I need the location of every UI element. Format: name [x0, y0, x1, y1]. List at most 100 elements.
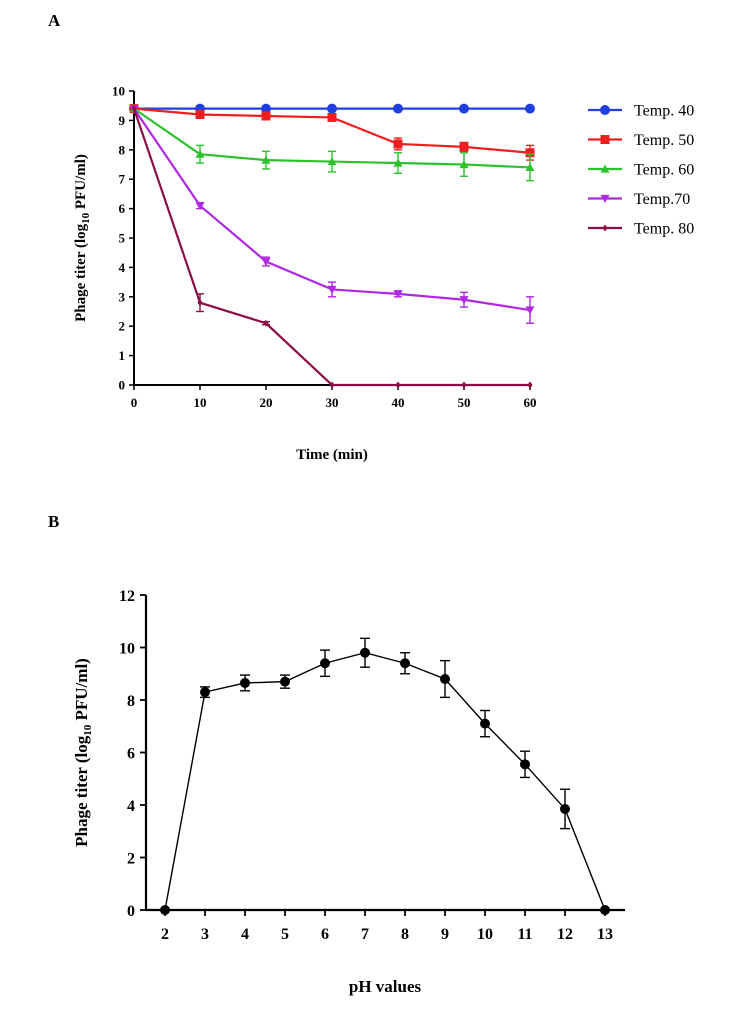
legend-item: Temp.70 [588, 191, 690, 208]
y-tick-label: 5 [119, 231, 126, 246]
legend-marker [600, 164, 610, 173]
data-point [520, 759, 530, 770]
legend-marker [600, 135, 610, 144]
x-tick-label: 50 [458, 395, 471, 410]
y-axis-title-unit: PFU/ml) [73, 154, 89, 213]
data-point [131, 105, 137, 113]
x-tick-label: 60 [524, 395, 537, 410]
legend-label: Temp.70 [634, 191, 690, 208]
series-temp-60 [129, 104, 535, 182]
legend-label: Temp. 80 [634, 221, 694, 238]
y-axis-title-subscript: 10 [80, 212, 92, 224]
x-tick-label: 40 [392, 395, 405, 410]
y-tick-label: 4 [119, 260, 126, 275]
y-tick-label: 10 [119, 641, 135, 658]
x-tick-label: 7 [361, 926, 369, 943]
data-point [393, 158, 403, 167]
data-point [461, 381, 467, 389]
legend-item: Temp. 40 [588, 103, 694, 120]
data-point [459, 142, 469, 152]
y-axis-title-text: Phage titer (log [72, 735, 91, 847]
data-point [280, 676, 290, 687]
legend-label: Temp. 40 [634, 103, 694, 120]
data-point [197, 299, 203, 307]
data-point [195, 110, 205, 120]
y-tick-label: 0 [127, 903, 135, 920]
data-point [459, 296, 469, 305]
x-tick-label: 8 [401, 926, 409, 943]
y-axis-title-subscript: 10 [82, 724, 94, 736]
data-point [400, 658, 410, 669]
legend-marker [600, 105, 610, 115]
data-point [395, 381, 401, 389]
data-point [261, 111, 271, 121]
series-ph-stability [160, 637, 610, 915]
y-tick-label: 7 [119, 172, 126, 187]
y-tick-label: 2 [119, 319, 126, 334]
y-tick-label: 1 [119, 348, 126, 363]
x-tick-label: 13 [597, 926, 613, 943]
data-point [320, 658, 330, 669]
x-tick-label: 4 [241, 926, 249, 943]
data-point [195, 202, 205, 211]
x-tick-label: 5 [281, 926, 289, 943]
panel-a-label: A [48, 11, 61, 30]
y-tick-label: 0 [119, 378, 126, 393]
x-tick-label: 30 [326, 395, 339, 410]
data-point [329, 381, 335, 389]
data-point [393, 139, 403, 149]
y-axis-title-text: Phage titer (log [73, 223, 89, 322]
legend-label: Temp. 50 [634, 132, 694, 149]
data-point [360, 647, 370, 658]
data-point [560, 803, 570, 814]
y-tick-label: 8 [127, 693, 135, 710]
data-point [263, 319, 269, 327]
data-point [240, 677, 250, 688]
data-point [261, 257, 271, 267]
y-tick-label: 2 [127, 851, 135, 868]
x-tick-label: 11 [517, 926, 532, 943]
series-temp-80 [131, 105, 533, 389]
panel-b-label: B [48, 512, 59, 531]
series-line [164, 652, 606, 911]
data-point [393, 103, 403, 114]
chart-a: 0 1 2 3 4 5 6 7 8 9 10 0 10 20 30 40 50 60 Time (min) Phage… [73, 84, 694, 464]
data-point [600, 905, 610, 915]
series-line [133, 108, 531, 312]
y-tick-label: 6 [127, 746, 135, 763]
data-point [200, 687, 210, 698]
data-point [261, 103, 271, 114]
legend-item: Temp. 80 [588, 221, 694, 238]
legend-marker [602, 224, 608, 232]
data-point [525, 162, 535, 172]
legend-label: Temp. 60 [634, 162, 694, 179]
x-tick-label: 20 [260, 395, 273, 410]
y-tick-label: 10 [112, 84, 125, 99]
y-tick-label: 3 [119, 289, 126, 304]
data-point [160, 905, 170, 915]
x-tick-label: 12 [557, 926, 573, 943]
y-axis-title: Phage titer (log10 PFU/ml) [72, 658, 94, 847]
y-tick-label: 4 [127, 798, 135, 815]
series-temp-50 [129, 104, 535, 161]
series-temp-40 [129, 103, 535, 114]
data-point [327, 285, 337, 294]
y-tick-label: 6 [119, 201, 126, 216]
data-point [525, 306, 535, 315]
data-point [440, 674, 450, 684]
y-axis-title: Phage titer (log10 PFU/ml) [73, 154, 92, 322]
data-point [327, 103, 337, 114]
x-tick-label: 9 [441, 926, 449, 943]
data-point [525, 103, 535, 114]
legend-marker [600, 194, 610, 203]
data-point [261, 155, 271, 164]
data-point [459, 103, 469, 114]
data-point [527, 381, 533, 389]
x-tick-label: 6 [321, 926, 329, 943]
data-point [327, 157, 337, 166]
y-tick-label: 8 [119, 142, 126, 157]
x-tick-label: 10 [477, 926, 493, 943]
x-axis-title: Time (min) [296, 447, 368, 463]
x-tick-label: 2 [161, 926, 169, 943]
